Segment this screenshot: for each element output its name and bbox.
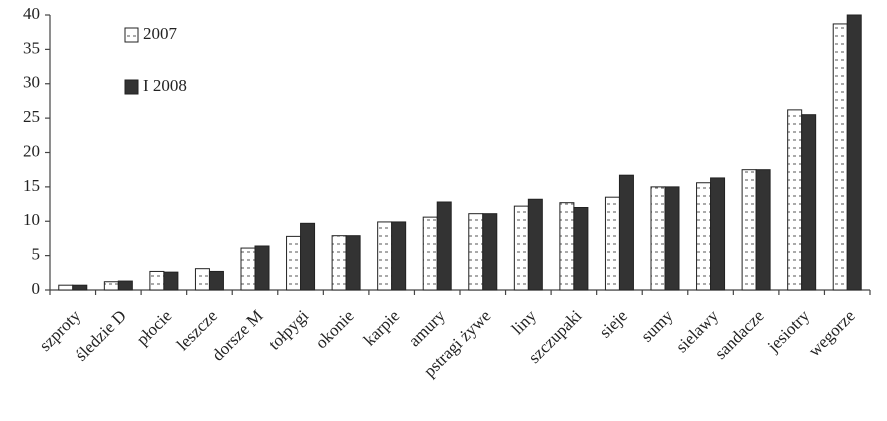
bar — [163, 271, 179, 291]
y-tick-label: 40 — [23, 4, 40, 23]
bar — [710, 177, 726, 291]
bar — [149, 270, 165, 291]
x-tick-label: sumy — [637, 306, 677, 346]
y-tick-label: 25 — [23, 107, 40, 126]
bar — [345, 235, 361, 291]
bar — [377, 221, 393, 291]
bar — [604, 196, 620, 291]
bar — [117, 280, 133, 291]
x-tick-label: dorsze M — [208, 306, 267, 365]
y-tick-label: 35 — [23, 38, 40, 57]
bar — [422, 216, 438, 291]
bar — [832, 23, 848, 291]
bar — [436, 201, 452, 291]
y-tick-label: 5 — [32, 245, 41, 264]
y-tick-label: 15 — [23, 176, 40, 195]
bar — [696, 182, 712, 291]
x-tick-label: płocie — [133, 306, 176, 349]
y-tick-label: 30 — [23, 73, 40, 92]
bar — [650, 186, 666, 291]
legend-label: I 2008 — [143, 76, 187, 95]
bar — [103, 281, 119, 291]
bar — [300, 222, 316, 291]
bar — [664, 186, 680, 291]
bar — [787, 109, 803, 291]
bar — [573, 207, 589, 291]
x-tick-label: karpie — [360, 306, 403, 349]
x-tick-label: sandacze — [711, 306, 768, 363]
bar — [801, 114, 817, 291]
x-tick-label: tołpygi — [265, 306, 313, 354]
bar — [482, 213, 498, 291]
bar — [559, 202, 575, 291]
bar — [194, 268, 210, 291]
bar — [286, 235, 302, 291]
x-tick-label: wegorze — [805, 306, 859, 360]
legend-label: 2007 — [143, 24, 178, 43]
y-tick-label: 10 — [23, 210, 40, 229]
bar — [468, 213, 484, 291]
bar — [72, 284, 88, 291]
x-tick-label: okonie — [312, 306, 358, 352]
bar — [741, 169, 757, 291]
bar — [755, 169, 771, 291]
bar — [391, 221, 407, 291]
bar — [513, 205, 529, 291]
x-tick-label: sieje — [596, 306, 631, 341]
bar — [240, 247, 256, 291]
bar — [58, 284, 74, 291]
y-tick-label: 20 — [23, 141, 40, 160]
legend-swatch — [124, 27, 139, 43]
legend-swatch — [124, 79, 139, 95]
x-tick-label: śledzie D — [71, 306, 130, 365]
bar — [331, 235, 347, 291]
bar — [618, 174, 634, 291]
x-tick-label: liny — [508, 306, 540, 338]
bar — [846, 14, 862, 291]
bar — [527, 198, 543, 291]
bar — [254, 245, 270, 291]
y-tick-label: 0 — [32, 279, 41, 298]
bar — [208, 270, 224, 291]
